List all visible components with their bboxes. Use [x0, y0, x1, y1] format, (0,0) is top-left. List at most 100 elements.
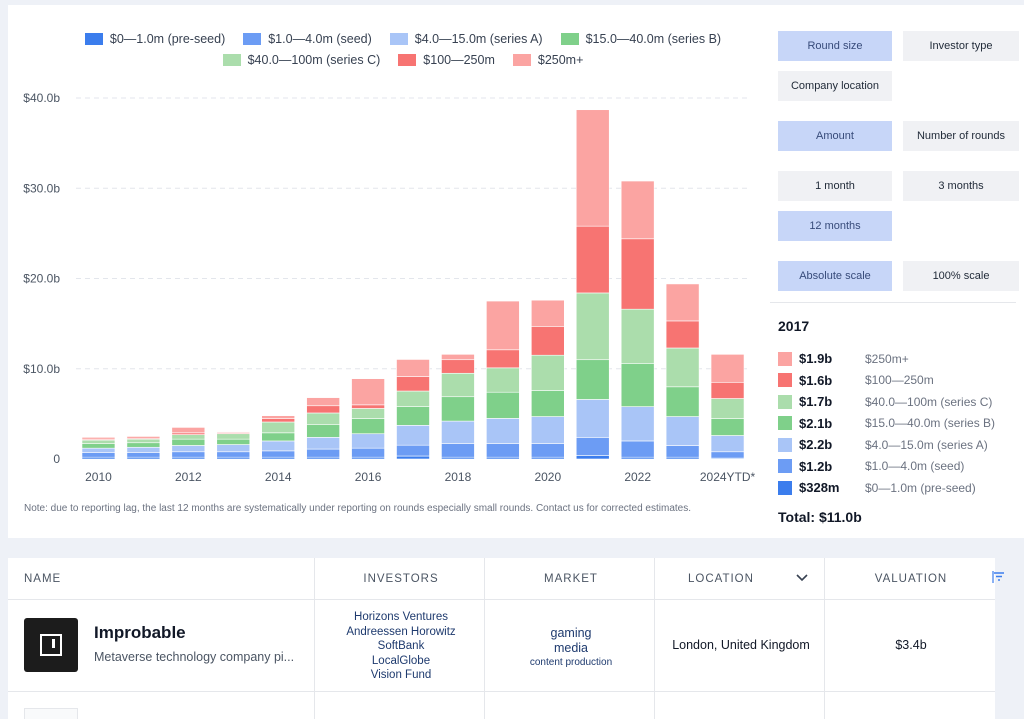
- number-of-rounds-button[interactable]: Number of rounds: [903, 121, 1019, 151]
- chevron-down-icon[interactable]: [796, 573, 808, 583]
- summary-swatch: [778, 437, 792, 452]
- summary-row: $1.9b $250m+: [778, 348, 1018, 370]
- legend-item[interactable]: $0—1.0m (pre-seed): [84, 32, 225, 46]
- legend-item[interactable]: $15.0—40.0m (series B): [560, 32, 721, 46]
- column-divider: [484, 558, 485, 719]
- legend-swatch: [512, 54, 531, 66]
- header-investors[interactable]: INVESTORS: [363, 573, 439, 585]
- investor-link[interactable]: Andreessen Horowitz: [346, 625, 456, 638]
- summary-value: $2.1b: [799, 415, 833, 431]
- investor-type-button[interactable]: Investor type: [903, 31, 1019, 61]
- x-tick-label: 2010: [85, 470, 112, 484]
- bar-segment: [441, 354, 475, 361]
- bar-segment: [620, 238, 655, 310]
- y-tick-label: $10.0b: [23, 362, 60, 376]
- amount-button[interactable]: Amount: [778, 121, 892, 151]
- summary-row: $1.2b $1.0—4.0m (seed): [778, 456, 1018, 478]
- legend-label: $1.0—4.0m (seed): [268, 32, 372, 46]
- company-location: London, United Kingdom: [672, 638, 810, 652]
- market-link[interactable]: content production: [529, 657, 613, 668]
- header-location[interactable]: LOCATION: [688, 573, 754, 585]
- y-tick-label: $40.0b: [23, 91, 60, 105]
- improbable-logo[interactable]: [24, 618, 78, 672]
- legend-swatch: [389, 33, 408, 45]
- market-list: gaming media content production: [486, 626, 656, 669]
- bar-segment: [351, 418, 385, 435]
- column-divider: [654, 558, 655, 719]
- legend-item[interactable]: $1.0—4.0m (seed): [243, 32, 372, 46]
- header-valuation[interactable]: VALUATION: [874, 573, 948, 585]
- x-tick-label: 2012: [175, 470, 202, 484]
- legend-item[interactable]: $40.0—100m (series C): [222, 53, 380, 67]
- investors-list: Horizons Ventures Andreessen Horowitz So…: [316, 610, 486, 683]
- header-name[interactable]: NAME: [24, 573, 62, 585]
- bar-segment: [575, 225, 610, 294]
- percent-scale-button[interactable]: 100% scale: [903, 261, 1019, 291]
- three-months-button[interactable]: 3 months: [903, 171, 1019, 201]
- bar-segment: [575, 292, 610, 361]
- x-tick-label: 2016: [355, 470, 382, 484]
- market-link[interactable]: media: [553, 641, 589, 655]
- legend-row: $40.0—100m (series C) $100—250m $250m+: [58, 53, 748, 67]
- bar-segment: [575, 399, 610, 438]
- bar-segment: [351, 378, 385, 406]
- legend-swatch: [398, 54, 417, 66]
- absolute-scale-button[interactable]: Absolute scale: [778, 261, 892, 291]
- summary-row: $1.6b $100—250m: [778, 370, 1018, 392]
- investor-link[interactable]: Vision Fund: [370, 669, 432, 681]
- investor-link[interactable]: Horizons Ventures: [354, 611, 448, 623]
- bar-segment: [710, 354, 745, 383]
- stacked-bar-chart: 0 $10.0b $20.0b $30.0b $40.0b 2010 2012 2014 201…: [23, 91, 756, 484]
- bar-segment: [351, 447, 385, 458]
- legend-item[interactable]: $4.0—15.0m (series A): [389, 32, 543, 46]
- bar-segment: [530, 354, 565, 391]
- table-row[interactable]: Improbable Metaverse technology company …: [8, 600, 995, 692]
- company-location-button[interactable]: Company location: [778, 71, 892, 101]
- bar-segment: [126, 436, 161, 439]
- bar-segment: [81, 439, 116, 444]
- bar-segment: [126, 446, 161, 453]
- bar-segment: [530, 416, 565, 444]
- bar-segment: [81, 447, 116, 453]
- bar-segment: [261, 421, 295, 434]
- summary-value: $1.6b: [799, 372, 833, 388]
- chart-legend: $0—1.0m (pre-seed) $1.0—4.0m (seed) $4.0—1…: [58, 32, 748, 74]
- y-tick-label: $20.0b: [23, 272, 60, 286]
- round-size-button[interactable]: Round size: [778, 31, 892, 61]
- bar-segment: [306, 437, 340, 450]
- bar-segment: [261, 440, 295, 452]
- legend-swatch: [243, 33, 262, 45]
- market-link[interactable]: gaming: [550, 626, 592, 640]
- legend-item[interactable]: $100—250m: [398, 53, 495, 67]
- company-description: Metaverse technology company pi...: [94, 650, 295, 664]
- investor-link[interactable]: LocalGlobe: [371, 654, 431, 667]
- bar-segment: [171, 445, 206, 453]
- header-market[interactable]: MARKET: [544, 573, 598, 585]
- legend-item[interactable]: $250m+: [512, 53, 583, 67]
- summary-row: $2.1b $15.0—40.0m (series B): [778, 413, 1018, 435]
- sort-icon[interactable]: [992, 570, 1006, 584]
- bar-segment: [216, 444, 251, 453]
- bar-segment: [351, 408, 385, 419]
- summary-label: $40.0—100m (series C): [865, 394, 993, 409]
- one-month-button[interactable]: 1 month: [778, 171, 892, 201]
- y-tick-label: 0: [53, 452, 60, 466]
- next-row-logo[interactable]: [24, 708, 78, 719]
- summary-value: $1.7b: [799, 394, 833, 410]
- summary-total: Total: $11.0b: [778, 508, 862, 525]
- investor-link[interactable]: SoftBank: [377, 640, 425, 652]
- bar-segment: [306, 412, 340, 426]
- legend-swatch: [222, 54, 241, 66]
- bar-segment: [486, 300, 520, 351]
- company-name[interactable]: Improbable: [94, 623, 186, 642]
- bar-segment: [710, 451, 745, 459]
- bar-segment: [81, 452, 116, 458]
- bar-segment: [396, 390, 430, 407]
- legend-label: $4.0—15.0m (series A): [414, 32, 543, 46]
- bar-segment: [441, 443, 475, 458]
- bar-segment: [441, 420, 475, 444]
- twelve-months-button[interactable]: 12 months: [778, 211, 892, 241]
- summary-swatch: [778, 351, 792, 366]
- x-tick-label: 2024YTD*: [700, 470, 756, 484]
- bar-segment: [530, 390, 565, 417]
